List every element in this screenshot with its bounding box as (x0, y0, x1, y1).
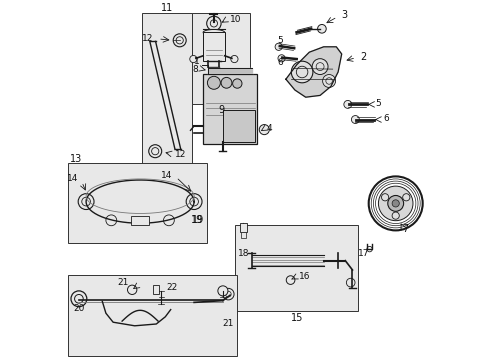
Text: 6: 6 (277, 58, 283, 67)
Bar (239, 223, 246, 232)
Text: 16: 16 (298, 272, 309, 281)
Bar (142, 13, 192, 173)
Circle shape (402, 194, 409, 201)
Text: 4: 4 (265, 124, 271, 133)
Text: 21: 21 (222, 320, 234, 328)
Bar (192, 13, 249, 104)
Text: 13: 13 (70, 154, 82, 164)
Circle shape (232, 120, 245, 132)
Bar (131, 216, 149, 225)
Circle shape (391, 212, 399, 219)
Circle shape (291, 61, 312, 83)
Circle shape (343, 100, 351, 108)
Text: 8: 8 (192, 65, 197, 74)
Circle shape (222, 288, 234, 300)
Text: 17: 17 (358, 249, 369, 258)
Circle shape (351, 116, 359, 123)
Circle shape (163, 215, 174, 226)
Text: 7: 7 (402, 224, 408, 234)
Bar (203, 74, 257, 144)
Bar (68, 275, 237, 356)
Circle shape (127, 285, 137, 294)
Circle shape (381, 194, 388, 201)
Text: 19: 19 (190, 215, 203, 225)
Circle shape (78, 194, 94, 210)
Bar (152, 285, 159, 294)
Circle shape (218, 286, 227, 296)
Text: 21: 21 (117, 279, 128, 287)
Text: 18: 18 (237, 249, 249, 258)
Text: 5: 5 (276, 36, 282, 45)
Circle shape (232, 79, 242, 88)
Text: 19: 19 (191, 215, 203, 225)
Text: 22: 22 (166, 284, 177, 292)
Circle shape (387, 195, 403, 211)
Bar (235, 225, 357, 311)
Circle shape (391, 200, 399, 207)
Circle shape (230, 55, 238, 63)
Circle shape (148, 145, 162, 158)
Text: 11: 11 (161, 3, 173, 13)
Text: 12: 12 (142, 34, 153, 43)
Bar (203, 32, 224, 61)
Text: 20: 20 (73, 305, 85, 313)
Polygon shape (285, 47, 341, 97)
Circle shape (71, 291, 87, 307)
Bar (68, 163, 206, 243)
Text: 15: 15 (290, 312, 302, 323)
Circle shape (285, 276, 294, 284)
Text: 12: 12 (175, 150, 186, 159)
Bar (223, 110, 255, 142)
Circle shape (275, 43, 282, 50)
Circle shape (311, 59, 327, 75)
Circle shape (173, 34, 186, 47)
Text: 14: 14 (161, 171, 172, 180)
Circle shape (206, 16, 221, 31)
Text: 9: 9 (218, 105, 224, 115)
Text: 6: 6 (382, 114, 388, 123)
Text: 10: 10 (230, 15, 241, 24)
Circle shape (259, 125, 269, 135)
Text: 5: 5 (375, 99, 381, 108)
Circle shape (277, 55, 285, 62)
Text: 14: 14 (67, 174, 78, 183)
Circle shape (378, 186, 412, 221)
Polygon shape (208, 68, 251, 74)
Bar (240, 232, 246, 238)
Circle shape (106, 215, 117, 226)
Circle shape (186, 194, 202, 210)
Circle shape (189, 55, 197, 63)
Ellipse shape (203, 30, 224, 35)
Text: 3: 3 (341, 10, 347, 20)
Circle shape (317, 24, 325, 33)
Circle shape (366, 247, 371, 252)
Text: 1: 1 (193, 57, 199, 66)
Circle shape (227, 114, 250, 138)
Circle shape (346, 278, 354, 287)
Circle shape (221, 77, 231, 88)
Text: 2: 2 (360, 52, 366, 62)
Circle shape (207, 76, 220, 89)
Circle shape (322, 75, 335, 87)
